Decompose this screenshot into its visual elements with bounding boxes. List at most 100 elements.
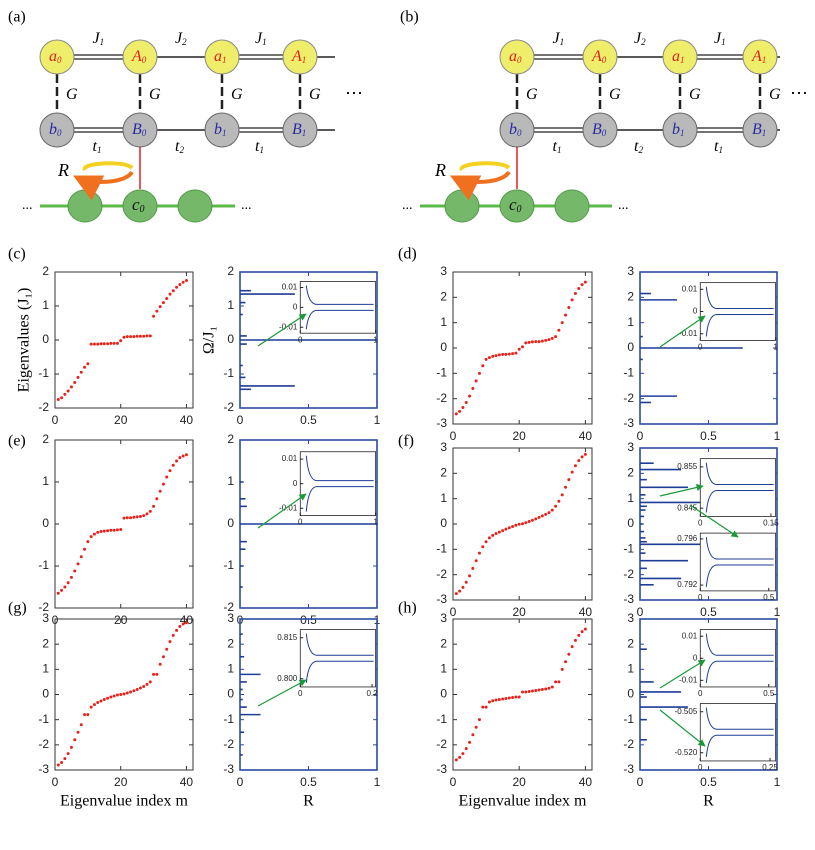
eigenvalue-dot bbox=[458, 409, 462, 413]
eigenvalue-dot bbox=[132, 689, 136, 693]
coupling-label-letter: t bbox=[175, 138, 180, 155]
coupling-label-letter: t bbox=[714, 138, 719, 155]
y-tick-label: -1 bbox=[223, 558, 234, 572]
y-tick-label: 3 bbox=[627, 611, 634, 625]
eigenvalue-dot bbox=[125, 516, 129, 520]
site-label-letter: A bbox=[591, 48, 602, 65]
eigenvalue-dot bbox=[504, 352, 508, 356]
eigenvalue-dot bbox=[122, 335, 126, 339]
x-tick-label: 40 bbox=[180, 413, 194, 427]
pointer-arrow bbox=[689, 504, 739, 538]
eigenvalue-dot bbox=[544, 687, 548, 691]
site-bottom bbox=[282, 112, 318, 148]
inset-curve bbox=[705, 314, 774, 337]
eigenvalue-dot bbox=[494, 532, 498, 536]
site-label-sub: 0 bbox=[602, 55, 607, 65]
eigenvalue-dot bbox=[99, 699, 103, 703]
y-tick-label: 3 bbox=[227, 611, 234, 625]
inset-curve bbox=[705, 537, 774, 560]
eigenvalue-dot bbox=[79, 370, 83, 374]
eigenvalue-dot bbox=[567, 478, 571, 482]
eigenvalue-dot bbox=[464, 400, 468, 404]
site-label-letter: a bbox=[214, 48, 222, 65]
site-label: b1 bbox=[672, 121, 685, 138]
eigenvalue-dot bbox=[142, 514, 146, 518]
y-tick-label: -1 bbox=[436, 542, 447, 556]
inset-frame bbox=[699, 458, 777, 517]
eigenvalue-dot bbox=[501, 697, 505, 701]
x-tick-label: 20 bbox=[114, 775, 128, 789]
eigenvalue-dot bbox=[517, 347, 521, 351]
eigenvalue-dot bbox=[474, 559, 478, 563]
eigenvalue-dot bbox=[494, 698, 498, 702]
rung-label: G bbox=[231, 86, 243, 103]
rung-label: G bbox=[309, 86, 321, 103]
eigenvalue-dot bbox=[175, 628, 179, 632]
eigenvalue-dot bbox=[99, 342, 103, 346]
eigenvalue-dot bbox=[577, 459, 581, 463]
site-top bbox=[282, 39, 318, 75]
rung-label: G bbox=[526, 86, 538, 103]
site-label-letter: a bbox=[509, 48, 517, 65]
y-tick-label: 3 bbox=[627, 264, 634, 278]
x-tick-label: 0 bbox=[637, 605, 644, 619]
x-axis-label: Eigenvalue index m bbox=[60, 793, 189, 810]
x-tick-label: 0 bbox=[450, 605, 457, 619]
eigenvalue-dot bbox=[521, 522, 524, 526]
hopping-label-sub: 1 bbox=[262, 37, 267, 47]
site-label: a1 bbox=[214, 48, 227, 65]
inset-curve bbox=[305, 285, 374, 305]
site-top bbox=[39, 39, 75, 75]
eigenvalue-dot bbox=[86, 713, 90, 717]
eigenvalue-dot bbox=[145, 334, 149, 338]
inset-x-tick-label: 0.15 bbox=[763, 519, 779, 528]
x-axis-label: R bbox=[703, 793, 714, 810]
inset-curve bbox=[705, 734, 774, 757]
eigenvalue-dot bbox=[471, 387, 475, 391]
eigenvalue-dot bbox=[580, 283, 584, 287]
y-tick-label: -3 bbox=[623, 592, 634, 606]
eigenvalue-dot bbox=[125, 335, 129, 339]
eigenvalue-dot bbox=[507, 696, 511, 700]
inset-y-tick-label: -0.01 bbox=[279, 322, 298, 331]
eigenvalue-dot bbox=[152, 672, 156, 676]
rung-label: G bbox=[66, 86, 78, 103]
eigenvalue-dot bbox=[106, 342, 110, 346]
eigenvalue-dot bbox=[484, 357, 488, 361]
eigenvalue-dot bbox=[76, 562, 80, 566]
y-tick-label: -1 bbox=[38, 366, 49, 380]
y-axis-label: Ω/J₁ bbox=[201, 326, 218, 354]
x-tick-label: 20 bbox=[513, 775, 527, 789]
inset-curve bbox=[705, 633, 774, 656]
site-label-letter: b bbox=[672, 121, 680, 138]
eigenvalue-dot bbox=[119, 527, 123, 531]
eigenvalue-dot bbox=[504, 527, 508, 531]
eigenvalue-dot bbox=[540, 514, 544, 518]
pointer-arrow bbox=[659, 315, 706, 348]
eigenvalue-dot bbox=[60, 760, 64, 764]
x-tick-label: 0 bbox=[52, 413, 59, 427]
eigenvalue-dot bbox=[583, 452, 587, 456]
eigenvalue-dot bbox=[517, 522, 521, 526]
eigenvalue-dot bbox=[165, 475, 169, 479]
eigenvalue-dot bbox=[83, 713, 87, 717]
inset-y-tick-label: 0.792 bbox=[677, 580, 698, 589]
eigenvalue-dot bbox=[511, 352, 515, 356]
eigenvalue-dot bbox=[181, 622, 185, 626]
hopping-label: J2 bbox=[634, 30, 646, 47]
eigenvalue-dot bbox=[527, 519, 531, 523]
site-label-letter: a bbox=[672, 48, 680, 65]
hopping-label-sub: 2 bbox=[182, 37, 187, 47]
eigenvalue-dot bbox=[119, 339, 123, 343]
chain-label-sub: 0 bbox=[140, 204, 145, 215]
eigenvalue-dot bbox=[102, 529, 106, 533]
site-label-sub: 0 bbox=[142, 55, 147, 65]
inset-y-tick-label: 0.815 bbox=[277, 633, 298, 642]
eigenvalue-dot bbox=[155, 672, 159, 676]
eigenvalue-dot bbox=[60, 588, 64, 592]
pointer-arrow bbox=[257, 313, 307, 347]
y-tick-label: 1 bbox=[42, 662, 49, 676]
site-label: A1 bbox=[291, 48, 306, 65]
eigenvalue-dot bbox=[135, 515, 139, 519]
eigenvalue-dot bbox=[477, 551, 481, 555]
